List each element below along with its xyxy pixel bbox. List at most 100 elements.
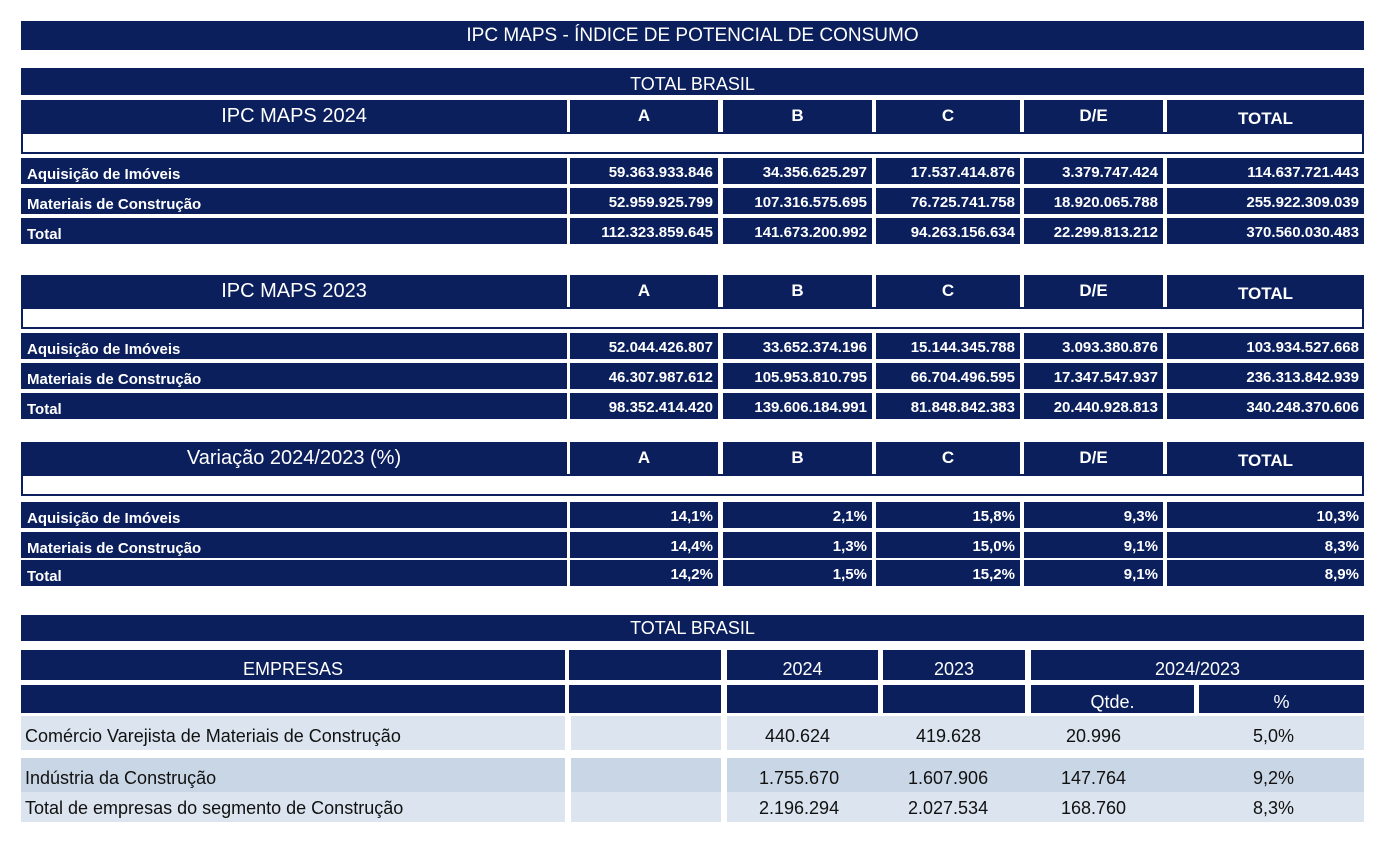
value-total: 370.560.030.483: [1167, 218, 1364, 244]
value-a: 98.352.414.420: [570, 393, 718, 419]
value-de: 9,3%: [1024, 502, 1163, 528]
col-header-a: A: [570, 275, 718, 307]
value-a: 112.323.859.645: [570, 218, 718, 244]
value-b: 139.606.184.991: [723, 393, 872, 419]
value-2024: 2.196.294: [759, 798, 840, 818]
row-label: Materiais de Construção: [21, 532, 567, 558]
value-b: 107.316.575.695: [723, 188, 872, 214]
col-header-blank: [569, 650, 721, 680]
value-b: 34.356.625.297: [723, 158, 872, 184]
col-header-c: C: [876, 100, 1020, 132]
subheader-qtde: Qtde.: [1031, 685, 1194, 713]
value-de: 22.299.813.212: [1024, 218, 1163, 244]
column-gap: [565, 758, 571, 792]
value-de: 3.093.380.876: [1024, 333, 1163, 359]
table-row: Aquisição de Imóveis 14,1% 2,1% 15,8% 9,…: [21, 502, 1364, 528]
col-header-de: D/E: [1024, 442, 1163, 474]
pct-label: %: [1273, 692, 1290, 712]
row-label: Materiais de Construção: [21, 188, 567, 214]
value-a: 52.044.426.807: [570, 333, 718, 359]
value-total: 236.313.842.939: [1167, 363, 1364, 389]
col-header-a: A: [570, 442, 718, 474]
value-total: 8,9%: [1167, 560, 1364, 586]
row-label: Aquisição de Imóveis: [21, 502, 567, 528]
value-2023: 2.027.534: [908, 798, 989, 818]
value-c: 94.263.156.634: [876, 218, 1020, 244]
value-de: 9,1%: [1024, 560, 1163, 586]
value-pct: 9,2%: [1253, 768, 1295, 788]
table-row-total: Total de empresas do segmento de Constru…: [21, 792, 1364, 822]
col-header-2023: 2023: [883, 650, 1025, 680]
value-a: 14,4%: [570, 532, 718, 558]
table-row: Comércio Varejista de Materiais de Const…: [21, 716, 1364, 750]
value-c: 15,8%: [876, 502, 1020, 528]
table-heading: Variação 2024/2023 (%): [21, 442, 567, 474]
value-a: 14,1%: [570, 502, 718, 528]
value-c: 15,0%: [876, 532, 1020, 558]
col-header-b: B: [723, 442, 872, 474]
value-total: 255.922.309.039: [1167, 188, 1364, 214]
value-total: 103.934.527.668: [1167, 333, 1364, 359]
value-de: 9,1%: [1024, 532, 1163, 558]
row-label: Total de empresas do segmento de Constru…: [25, 798, 404, 818]
page-title: IPC MAPS - ÍNDICE DE POTENCIAL DE CONSUM…: [21, 21, 1364, 50]
table-row-total: Total 14,2% 1,5% 15,2% 9,1% 8,9%: [21, 560, 1364, 586]
value-b: 1,5%: [723, 560, 872, 586]
table-heading: IPC MAPS 2024: [21, 100, 567, 132]
col-header-total: TOTAL: [1167, 442, 1364, 474]
table-row-total: Total 98.352.414.420 139.606.184.991 81.…: [21, 393, 1364, 419]
table-row: Materiais de Construção 46.307.987.612 1…: [21, 363, 1364, 389]
value-a: 46.307.987.612: [570, 363, 718, 389]
col-header-c: C: [876, 442, 1020, 474]
col-header-b: B: [723, 100, 872, 132]
subheader-blank: [883, 685, 1025, 713]
section-title-total-brasil-empresas: TOTAL BRASIL: [21, 615, 1364, 641]
variation-label: 2024/2023: [1154, 659, 1241, 679]
table-row: Indústria da Construção 1.755.670 1.607.…: [21, 758, 1364, 792]
spacer-row: [21, 307, 1364, 329]
value-a: 52.959.925.799: [570, 188, 718, 214]
value-2023: 1.607.906: [908, 768, 989, 788]
col-header-c: C: [876, 275, 1020, 307]
value-total: 8,3%: [1167, 532, 1364, 558]
spacer-row: [21, 132, 1364, 154]
column-gap: [721, 716, 727, 750]
value-de: 3.379.747.424: [1024, 158, 1163, 184]
table-row: Aquisição de Imóveis 52.044.426.807 33.6…: [21, 333, 1364, 359]
value-de: 17.347.547.937: [1024, 363, 1163, 389]
column-gap: [721, 792, 727, 822]
row-label: Total: [21, 560, 567, 586]
value-de: 18.920.065.788: [1024, 188, 1163, 214]
table-row: Materiais de Construção 52.959.925.799 1…: [21, 188, 1364, 214]
value-total: 10,3%: [1167, 502, 1364, 528]
value-c: 15.144.345.788: [876, 333, 1020, 359]
value-b: 141.673.200.992: [723, 218, 872, 244]
row-label: Total: [21, 218, 567, 244]
subheader-pct: %: [1199, 685, 1364, 713]
value-b: 33.652.374.196: [723, 333, 872, 359]
col-header-variation: 2024/2023: [1031, 650, 1364, 680]
value-b: 2,1%: [723, 502, 872, 528]
value-c: 15,2%: [876, 560, 1020, 586]
value-qtde: 20.996: [1066, 726, 1122, 746]
row-label: Indústria da Construção: [25, 768, 217, 788]
col-header-de: D/E: [1024, 100, 1163, 132]
value-c: 66.704.496.595: [876, 363, 1020, 389]
value-total: 340.248.370.606: [1167, 393, 1364, 419]
table-heading: IPC MAPS 2023: [21, 275, 567, 307]
value-c: 17.537.414.876: [876, 158, 1020, 184]
subheader-blank: [727, 685, 878, 713]
subheader-blank: [569, 685, 721, 713]
table-row: Materiais de Construção 14,4% 1,3% 15,0%…: [21, 532, 1364, 558]
value-2024: 1.755.670: [759, 768, 840, 788]
row-label: Aquisição de Imóveis: [21, 158, 567, 184]
table-row: Aquisição de Imóveis 59.363.933.846 34.3…: [21, 158, 1364, 184]
spacer-row: [21, 474, 1364, 496]
col-header-2024: 2024: [727, 650, 878, 680]
value-a: 59.363.933.846: [570, 158, 718, 184]
table-header: IPC MAPS 2024 A B C D/E TOTAL: [21, 100, 1364, 132]
value-qtde: 147.764: [1061, 768, 1127, 788]
qtde-label: Qtde.: [1090, 692, 1135, 712]
row-label: Total: [21, 393, 567, 419]
year-2024-label: 2024: [782, 659, 823, 679]
